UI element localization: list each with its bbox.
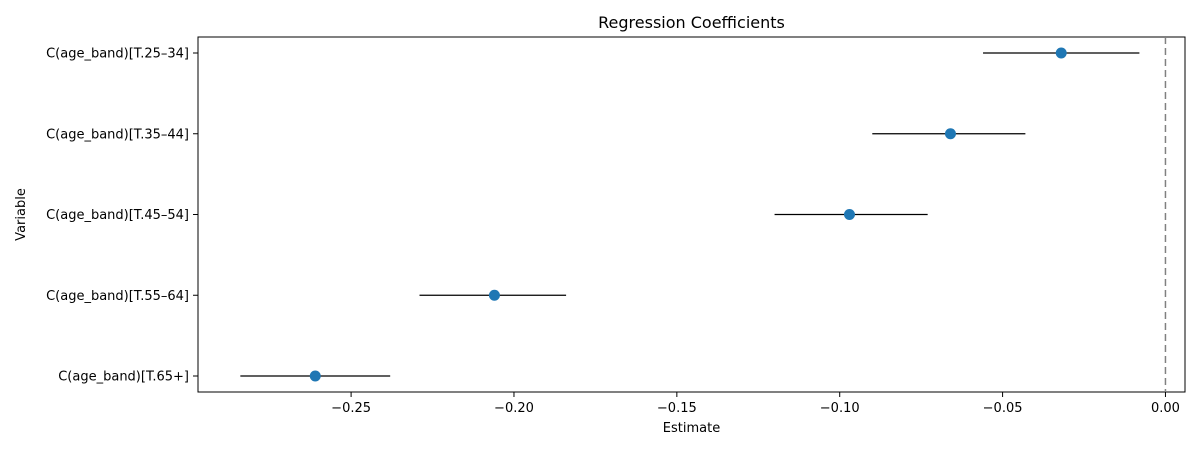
chart-title: Regression Coefficients: [598, 13, 785, 32]
estimate-point: [843, 209, 855, 220]
estimate-point: [1055, 47, 1067, 59]
x-tick-label: −0.05: [983, 401, 1023, 416]
y-tick-label: C(age_band)[T.25–34]: [46, 47, 189, 62]
estimate-point: [944, 128, 956, 140]
y-axis-ticks: C(age_band)[T.25–34] C(age_band)[T.35–44]…: [46, 47, 198, 385]
y-tick-label: C(age_band)[T.45–54]: [46, 208, 189, 223]
y-tick-label: C(age_band)[T.65+]: [58, 370, 189, 385]
points-group: [309, 47, 1067, 382]
y-tick-label: C(age_band)[T.55–64]: [46, 289, 189, 304]
error-bars-group: [240, 52, 1140, 377]
x-tick-label: −0.25: [331, 401, 371, 416]
x-tick-label: −0.10: [820, 401, 860, 416]
y-axis-label: Variable: [14, 188, 29, 241]
x-axis-ticks: −0.25 −0.20 −0.15 −0.10 −0.05 0.00: [331, 392, 1180, 416]
x-tick-label: −0.20: [494, 401, 534, 416]
x-tick-label: 0.00: [1151, 401, 1180, 416]
x-tick-label: −0.15: [657, 401, 697, 416]
estimate-point: [309, 370, 321, 382]
x-axis-label: Estimate: [663, 421, 720, 436]
plot-frame: [197, 36, 1186, 393]
y-tick-label: C(age_band)[T.35–44]: [46, 127, 189, 142]
estimate-point: [488, 289, 500, 301]
